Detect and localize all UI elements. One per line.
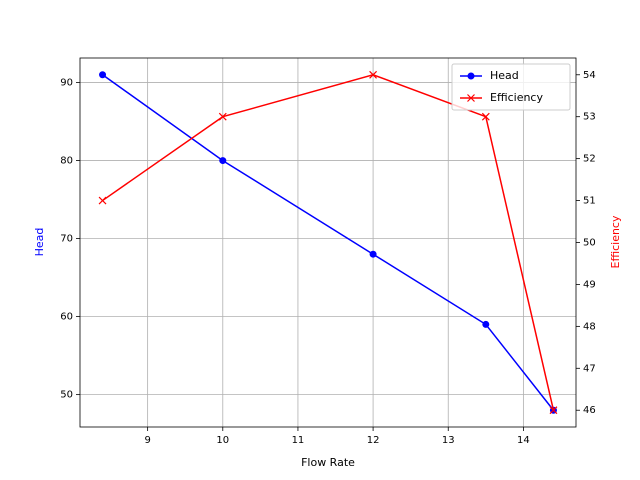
y2-tick-label: 52 [583,154,596,165]
y-axis-label: Head [33,228,46,257]
marker [98,196,107,205]
x-tick-label: 9 [144,435,150,446]
plot-frame [79,57,577,428]
y-tick-label: 50 [60,390,73,401]
marker [219,157,227,165]
marker [482,320,490,328]
y2-tick-label: 53 [583,112,596,123]
marker [99,71,107,79]
y-tick-label: 70 [60,234,73,245]
legend: Head Efficiency [451,63,571,111]
legend-marker [467,94,475,102]
marker [218,112,227,121]
marker [369,70,378,79]
y2-tick-label: 46 [583,405,596,416]
y2-tick-label: 51 [583,196,596,207]
x-tick-label: 12 [367,435,380,446]
y2-tick-label: 47 [583,363,596,374]
x-tick-label: 11 [292,435,305,446]
marker [549,406,558,415]
legend-marker [467,72,475,80]
y2-tick-label: 48 [583,321,596,332]
legend-label: Efficiency [490,91,543,104]
y2-tick-label: 54 [583,70,596,81]
y2-tick-label: 49 [583,279,596,290]
series-line [102,73,555,411]
marker [481,112,490,121]
y2-tick-label: 50 [583,238,596,249]
y-tick-label: 60 [60,312,73,323]
x-tick-label: 10 [216,435,229,446]
legend-label: Head [490,69,519,82]
x-axis-label: Flow Rate [301,456,355,469]
x-tick-label: 13 [442,435,455,446]
y-tick-label: 90 [60,78,73,89]
marker [369,250,377,258]
y-tick-label: 80 [60,156,73,167]
y2-axis-label: Efficiency [609,215,622,268]
series-line [102,74,555,411]
x-tick-label: 14 [517,435,530,446]
